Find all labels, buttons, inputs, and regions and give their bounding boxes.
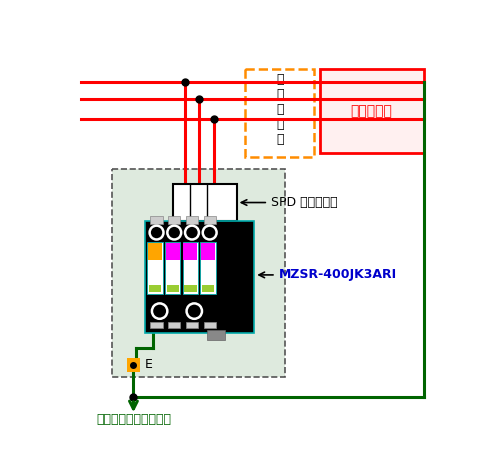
Bar xyxy=(206,330,225,340)
Bar xyxy=(201,243,214,259)
Circle shape xyxy=(186,304,201,319)
Bar xyxy=(203,322,215,328)
Text: ボンディング用バーへ: ボンディング用バーへ xyxy=(96,413,170,426)
Text: E: E xyxy=(145,359,152,371)
Bar xyxy=(126,358,140,372)
Bar xyxy=(150,217,162,224)
Bar xyxy=(147,242,162,294)
Bar xyxy=(168,322,180,328)
Circle shape xyxy=(185,226,198,239)
Bar xyxy=(184,285,196,292)
Circle shape xyxy=(167,226,181,239)
Circle shape xyxy=(202,226,216,239)
Bar xyxy=(319,68,423,153)
Bar xyxy=(203,217,215,224)
Bar xyxy=(185,322,198,328)
Bar xyxy=(149,285,161,292)
Bar xyxy=(145,221,254,332)
Bar xyxy=(173,184,236,221)
Circle shape xyxy=(151,304,167,319)
Bar xyxy=(166,243,179,259)
Text: 被保護機器: 被保護機器 xyxy=(350,104,392,118)
Bar xyxy=(150,322,162,328)
Bar xyxy=(244,68,314,157)
Bar xyxy=(185,217,198,224)
Bar xyxy=(148,243,162,259)
Bar xyxy=(182,242,198,294)
Bar xyxy=(168,217,180,224)
Bar xyxy=(200,242,215,294)
Bar xyxy=(165,242,180,294)
Circle shape xyxy=(149,226,163,239)
Text: SPD 外部分離器: SPD 外部分離器 xyxy=(271,196,337,209)
Text: MZSR-400JK3ARI: MZSR-400JK3ARI xyxy=(278,268,396,281)
Bar xyxy=(201,285,214,292)
Text: 漏
電
遠
断
器: 漏 電 遠 断 器 xyxy=(275,73,283,146)
Bar xyxy=(112,169,285,377)
Bar xyxy=(183,243,197,259)
Bar xyxy=(166,285,179,292)
